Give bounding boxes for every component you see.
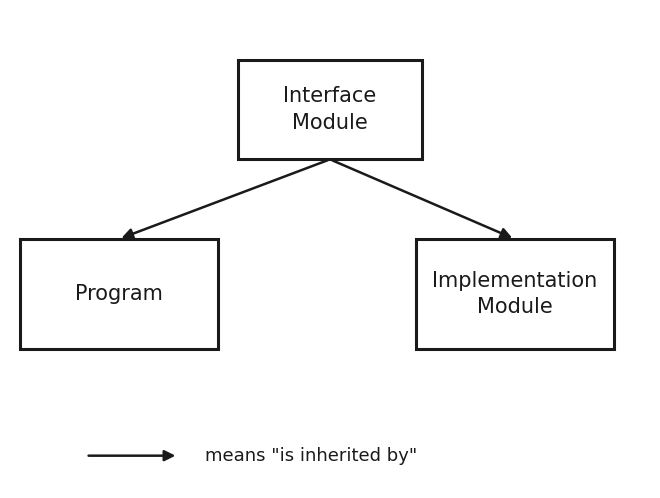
Text: Interface
Module: Interface Module xyxy=(283,86,377,133)
Bar xyxy=(20,239,218,349)
Text: Implementation
Module: Implementation Module xyxy=(432,270,597,317)
Text: means "is inherited by": means "is inherited by" xyxy=(205,447,417,465)
Bar xyxy=(416,239,614,349)
FancyArrowPatch shape xyxy=(333,160,510,238)
FancyArrowPatch shape xyxy=(124,160,327,238)
Bar xyxy=(238,60,422,159)
FancyArrowPatch shape xyxy=(88,451,173,460)
Text: Program: Program xyxy=(75,284,163,304)
